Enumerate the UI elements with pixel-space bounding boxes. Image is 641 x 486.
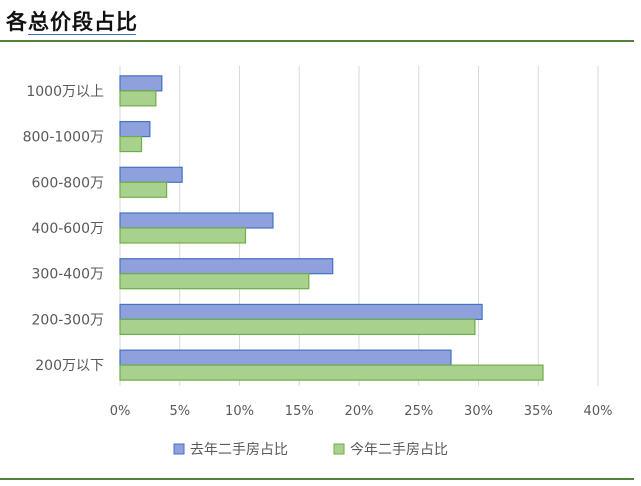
x-tick-label: 20% — [345, 404, 374, 419]
gridlines — [119, 66, 599, 386]
bottom-divider — [0, 478, 634, 480]
legend-label: 去年二手房占比 — [190, 442, 288, 458]
bar-this-year — [119, 318, 476, 336]
category-label: 800-1000万 — [23, 130, 104, 146]
x-tick-label: 30% — [464, 404, 493, 419]
x-tick-label: 25% — [404, 404, 433, 419]
category-labels: 1000万以上 800-1000万 600-800万 400-600万 300-400万… — [23, 84, 104, 374]
legend: 去年二手房占比 今年二手房占比 — [173, 442, 448, 458]
category-label: 200-300万 — [32, 312, 105, 328]
bar-this-year — [119, 273, 310, 290]
category-label: 200万以下 — [35, 358, 104, 374]
bar-last-year — [119, 120, 151, 138]
bar-last-year — [119, 75, 163, 92]
x-tick-label: 40% — [584, 404, 613, 419]
x-tick-label: 0% — [110, 404, 131, 419]
legend-label: 今年二手房占比 — [350, 442, 448, 458]
bar-last-year — [119, 349, 452, 366]
category-label: 600-800万 — [32, 175, 105, 191]
bar-this-year — [119, 135, 143, 153]
legend-swatch — [173, 443, 185, 455]
bar-last-year — [119, 258, 334, 275]
category-label: 400-600万 — [32, 221, 105, 237]
bar-this-year — [119, 227, 247, 244]
bars — [119, 75, 544, 381]
x-tick-label: 10% — [225, 404, 254, 419]
bar-chart: 1000万以上 800-1000万 600-800万 400-600万 300-400万… — [23, 66, 613, 458]
x-tick-label: 15% — [285, 404, 314, 419]
x-tick-label: 5% — [169, 404, 190, 419]
title-underline — [28, 34, 136, 35]
category-label: 300-400万 — [32, 267, 105, 283]
legend-swatch — [333, 443, 345, 455]
bar-this-year — [119, 181, 168, 198]
x-tick-label: 35% — [524, 404, 553, 419]
bar-this-year — [119, 90, 157, 107]
bar-last-year — [119, 166, 183, 183]
bar-last-year — [119, 212, 274, 229]
bar-this-year — [119, 364, 544, 381]
top-divider — [0, 40, 634, 42]
bar-last-year — [119, 303, 483, 321]
chart-title: 各总价段占比 — [6, 10, 138, 34]
x-tick-labels: 0% 5% 10% 15% 20% 25% 30% 35% 40% — [110, 404, 613, 419]
category-label: 1000万以上 — [26, 84, 104, 100]
